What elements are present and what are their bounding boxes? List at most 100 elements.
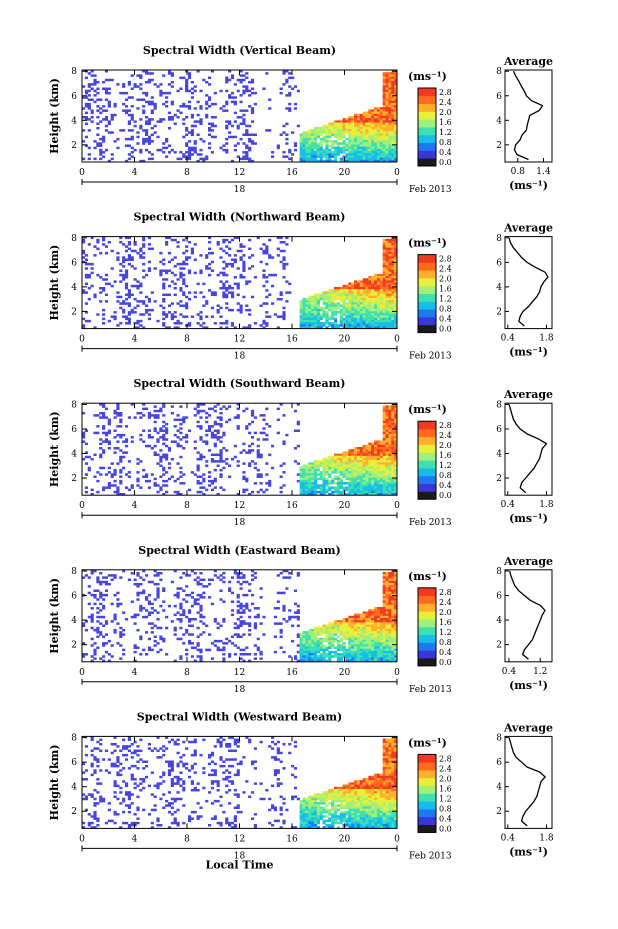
profile-line <box>512 70 544 161</box>
colorbar-tick-label: 0.0 <box>439 658 452 667</box>
x-tick-label: 12 <box>234 501 245 511</box>
x-tick-label: 16 <box>286 834 298 844</box>
profile-y-tick-label: 6 <box>496 425 502 435</box>
y-tick-label: 8 <box>71 67 77 77</box>
y-tick-label: 6 <box>71 758 77 768</box>
colorbar-swatch <box>418 111 436 120</box>
colorbar-swatch <box>418 429 436 438</box>
profile-x-tick-label: 0.8 <box>511 167 526 177</box>
colorbar-tick-label: 1.2 <box>439 794 452 803</box>
y-tick-label: 6 <box>71 425 77 435</box>
y-axis-label: Height (km) <box>48 578 61 654</box>
profile-x-label: (ms⁻¹) <box>509 346 548 359</box>
profile-y-tick-label: 6 <box>496 758 502 768</box>
y-tick-label: 6 <box>71 92 77 102</box>
colorbar-swatch <box>418 483 436 492</box>
profile-x-tick-label: 0.4 <box>501 334 516 344</box>
x-tick-label: 0 <box>79 335 85 345</box>
colorbar-tick-label: 0.8 <box>439 138 452 147</box>
chart-title: Spectral Width (Vertical Beam) <box>143 44 336 57</box>
x-tick-label: 0 <box>394 501 400 511</box>
colorbar-swatch <box>418 270 436 279</box>
y-axis-label: Height (km) <box>48 245 61 321</box>
profile-x-label: (ms⁻¹) <box>509 512 548 525</box>
colorbar-tick-label: 1.2 <box>439 628 452 637</box>
colorbar-tick-label: 0.0 <box>439 325 452 334</box>
colorbar-tick-label: 0.4 <box>439 814 452 823</box>
colorbar-tick-label: 0.8 <box>439 471 452 480</box>
colorbar-tick-label: 0.8 <box>439 305 452 314</box>
colorbar-swatch <box>418 309 436 318</box>
profile-x-tick-label: 1.2 <box>533 667 547 677</box>
colorbar-tick-label: 1.6 <box>439 618 452 627</box>
colorbar-tick-label: 1.2 <box>439 295 452 304</box>
profile-x-label: (ms⁻¹) <box>509 845 548 858</box>
colorbar-swatch <box>418 95 436 104</box>
colorbar-tick-label: 2.4 <box>439 98 452 107</box>
chart-panel: Spectral Width (Southward Beam) 2 4 6 8 Heigh… <box>48 377 554 528</box>
x-tick-label: 20 <box>339 834 351 844</box>
profile-y-tick-label: 8 <box>496 734 502 744</box>
colorbar-swatch <box>418 127 436 136</box>
colorbar-swatch <box>418 293 436 302</box>
profile-title: Average <box>503 388 553 401</box>
colorbar-swatch <box>418 603 436 612</box>
colorbar-tick-label: 1.6 <box>439 451 452 460</box>
colorbar-swatch <box>418 754 436 763</box>
colorbar-tick-label: 2.8 <box>439 255 452 264</box>
x-tick-label: 4 <box>132 834 138 844</box>
y-tick-label: 2 <box>71 641 77 651</box>
profile-y-tick-label: 8 <box>496 567 502 577</box>
colorbar-swatch <box>418 452 436 461</box>
colorbar-swatch <box>418 619 436 628</box>
profile-x-tick-label: 0.4 <box>502 667 517 677</box>
chart-panel: Spectral Width (Vertical Beam) 2 4 6 8 Height… <box>48 44 553 195</box>
x-tick-label: 4 <box>132 335 138 345</box>
x-tick-label: 0 <box>79 501 85 511</box>
x-tick-label: 8 <box>184 668 190 678</box>
chart-panel: Spectral Width (Westward Beam) 2 4 6 8 Height… <box>48 710 554 871</box>
x-tick-label: 16 <box>286 668 298 678</box>
colorbar-unit: (ms⁻¹) <box>408 736 447 749</box>
colorbar-swatch <box>418 150 436 159</box>
colorbar-swatch <box>418 642 436 651</box>
x-tick-label: 20 <box>339 335 351 345</box>
day-label: 18 <box>234 685 246 695</box>
y-tick-label: 8 <box>71 567 77 577</box>
profile-title: Average <box>503 721 553 734</box>
profile-y-tick-label: 8 <box>496 400 502 410</box>
profile-y-tick-label: 6 <box>496 258 502 268</box>
colorbar-swatch <box>418 436 436 445</box>
profile-y-tick-label: 2 <box>496 307 502 317</box>
colorbar-swatch <box>418 88 436 97</box>
profile-frame <box>504 69 553 163</box>
profile-x-tick-label: 1.8 <box>539 833 554 843</box>
colorbar-swatch <box>418 824 436 833</box>
colorbar-tick-label: 2.0 <box>439 275 452 284</box>
profile-y-tick-label: 4 <box>496 116 502 126</box>
colorbar-swatch <box>418 785 436 794</box>
day-label: 18 <box>234 851 246 861</box>
colorbar-swatch <box>418 491 436 500</box>
profile-line <box>509 570 546 660</box>
y-tick-label: 4 <box>71 783 77 793</box>
colorbar-tick-label: 2.8 <box>439 588 452 597</box>
x-tick-label: 8 <box>184 335 190 345</box>
profile-frame <box>504 236 553 330</box>
colorbar-frame <box>417 87 437 167</box>
profile-frame <box>504 402 553 496</box>
colorbar-swatch <box>418 793 436 802</box>
colorbar-swatch <box>418 444 436 453</box>
profile-y-tick-label: 2 <box>496 474 502 484</box>
colorbar-swatch <box>418 285 436 294</box>
y-tick-label: 4 <box>71 616 77 626</box>
x-tick-label: 4 <box>132 168 138 178</box>
y-tick-label: 4 <box>71 283 77 293</box>
colorbar-tick-label: 2.0 <box>439 608 452 617</box>
colorbar-swatch <box>418 119 436 128</box>
x-tick-label: 8 <box>184 501 190 511</box>
colorbar-swatch <box>418 134 436 143</box>
heatmap-field <box>82 569 398 663</box>
colorbar-tick-label: 2.4 <box>439 598 452 607</box>
y-tick-label: 6 <box>71 592 77 602</box>
